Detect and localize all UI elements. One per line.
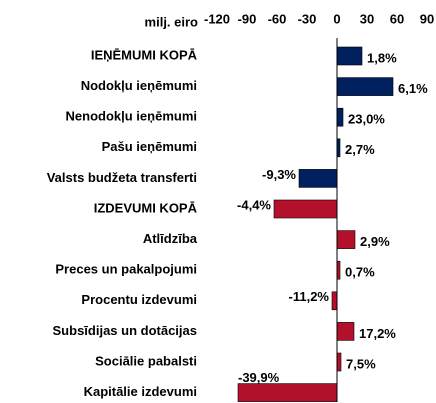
bar-label: -4,4% [237,197,271,212]
bar [273,199,338,219]
bar-label: 17,2% [359,326,396,341]
bar [237,383,338,402]
bar [336,77,394,96]
bar [336,230,356,249]
bar [336,352,342,372]
bar-label: 2,7% [345,142,375,157]
bar [336,322,355,341]
category-label: Nenodokļu ieņēmumi [66,109,197,124]
x-tick-label: -30 [298,11,317,26]
category-label: Preces un pakalpojumi [55,262,197,277]
category-label: Subsīdijas un dotācijas [53,323,197,338]
category-label: IEŅĒMUMI KOPĀ [91,47,198,62]
bar [336,46,363,66]
category-label: Sociālie pabalsti [95,353,197,368]
bar [298,169,338,188]
category-label: Atlīdzība [143,231,198,246]
bar-label: 7,5% [346,356,376,371]
category-label: Procentu izdevumi [81,292,197,307]
x-tick-label: -120 [204,11,230,26]
x-tick-label: -60 [268,11,287,26]
bar-label: 0,7% [345,265,375,280]
bar-label: -9,3% [262,167,296,182]
bar-label: -11,2% [289,289,330,304]
bar-label: 23,0% [348,112,385,127]
category-label: Pašu ieņēmumi [102,139,197,154]
bar [336,107,344,127]
category-label: Nodokļu ieņēmumi [81,78,197,93]
category-label: Kapitālie izdevumi [84,384,197,399]
x-tick-label: -90 [238,11,257,26]
x-tick-label: 30 [360,11,374,26]
bar [331,291,338,311]
bar-label: 1,8% [367,50,397,65]
category-label: IZDEVUMI KOPĀ [94,200,198,215]
axis-label: milj. eiro [145,14,199,29]
bar-label: 2,9% [360,234,390,249]
x-tick-label: 90 [420,11,434,26]
x-tick-label: 0 [333,11,340,26]
bar-label: -39,9% [238,370,280,385]
x-tick-label: 60 [390,11,404,26]
bar-label: 6,1% [398,81,428,96]
category-label: Valsts budžeta transferti [47,170,197,185]
